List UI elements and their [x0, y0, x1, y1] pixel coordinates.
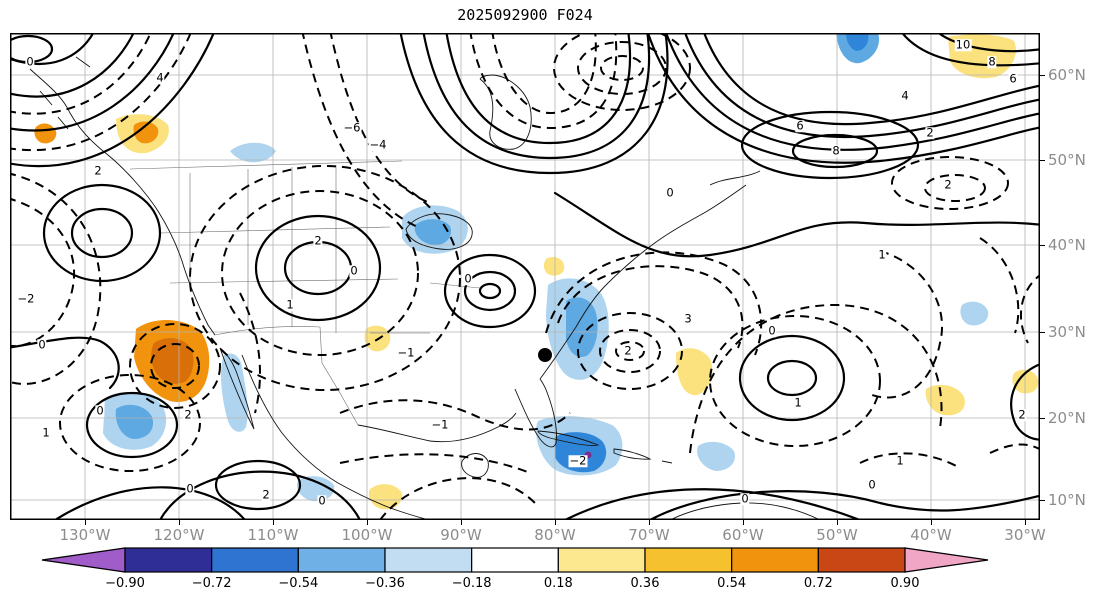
colorbar-segment — [731, 547, 819, 573]
x-tick-mark — [273, 520, 274, 525]
x-tick-label: 100°W — [341, 526, 393, 544]
y-tick-mark — [1040, 160, 1045, 161]
contours-solid — [10, 33, 1040, 520]
x-tick-mark — [837, 520, 838, 525]
colorbar-tick-label: 0.54 — [717, 576, 747, 591]
shaded-regions — [34, 33, 1039, 510]
x-tick-label: 40°W — [910, 526, 952, 544]
contours-dashed — [10, 33, 1040, 520]
colorbar-canvas — [41, 547, 989, 573]
y-tick-mark — [1040, 418, 1045, 419]
colorbar-tick-label: −0.36 — [365, 576, 405, 591]
y-tick-label: 30°N — [1048, 323, 1086, 341]
y-tick-label: 10°N — [1048, 491, 1086, 509]
y-tick-label: 60°N — [1048, 66, 1086, 84]
x-tick-mark — [649, 520, 650, 525]
storm-position-dot — [538, 348, 552, 362]
y-tick-mark — [1040, 245, 1045, 246]
y-tick-mark — [1040, 332, 1045, 333]
colorbar-tick-label: 0.90 — [890, 576, 920, 591]
map-border — [10, 33, 1040, 520]
colorbar-segment — [557, 547, 646, 573]
chart-title: 2025092900 F024 — [457, 6, 593, 24]
x-tick-label: 120°W — [153, 526, 205, 544]
colorbar-segment — [471, 547, 559, 573]
x-tick-mark — [179, 520, 180, 525]
colorbar-tick-layer: −0.90 −0.72 −0.54 −0.36 −0.18 0.18 0.36 0.54 0.7… — [40, 547, 990, 597]
x-tick-label: 130°W — [59, 526, 111, 544]
state-borders — [129, 160, 481, 426]
colorbar-tick-label: −0.54 — [278, 576, 319, 591]
colorbar-tick-label: 0.36 — [630, 576, 660, 591]
colorbar-tick-label: 0.72 — [803, 576, 833, 591]
x-tick-label: 70°W — [628, 526, 670, 544]
x-tick-mark — [461, 520, 462, 525]
x-tick-mark — [555, 520, 556, 525]
x-tick-label: 90°W — [440, 526, 482, 544]
x-tick-mark — [367, 520, 368, 525]
x-tick-mark — [85, 520, 86, 525]
x-tick-label: 80°W — [534, 526, 576, 544]
x-tick-mark — [743, 520, 744, 525]
colorbar-over-arrow — [904, 547, 989, 573]
colorbar-segment — [644, 547, 733, 573]
y-tick-mark — [1040, 75, 1045, 76]
grid-lines — [10, 33, 1040, 520]
secondary-position-dot — [584, 451, 592, 459]
x-tick-label: 60°W — [722, 526, 764, 544]
map-area: 0 4 2 −6 −4 0 6 8 4 10 8 6 2 2 2 0 1 −1 0 3 2 1 0 1 0 −2 0 1 2 0 2 0 −1−… — [10, 33, 1040, 520]
y-tick-label: 20°N — [1048, 409, 1086, 427]
colorbar-segment — [211, 547, 299, 573]
x-tick-mark — [1025, 520, 1026, 525]
colorbar-tick-label: −0.72 — [191, 576, 232, 591]
colorbar: −0.90 −0.72 −0.54 −0.36 −0.18 0.18 0.36 0.54 0.7… — [40, 547, 990, 591]
x-tick-mark — [931, 520, 932, 525]
colorbar-tick-label: 0.18 — [543, 576, 573, 591]
y-tick-mark — [1040, 500, 1045, 501]
colorbar-segment — [124, 547, 213, 573]
y-tick-label: 50°N — [1048, 151, 1086, 169]
y-tick-label: 40°N — [1048, 236, 1086, 254]
map-canvas — [10, 33, 1040, 520]
x-tick-label: 110°W — [247, 526, 299, 544]
x-tick-label: 30°W — [1004, 526, 1046, 544]
colorbar-tick-label: −0.18 — [451, 576, 492, 591]
colorbar-tick-label: −0.90 — [105, 576, 145, 591]
colorbar-segment — [817, 547, 906, 573]
x-tick-label: 50°W — [816, 526, 858, 544]
